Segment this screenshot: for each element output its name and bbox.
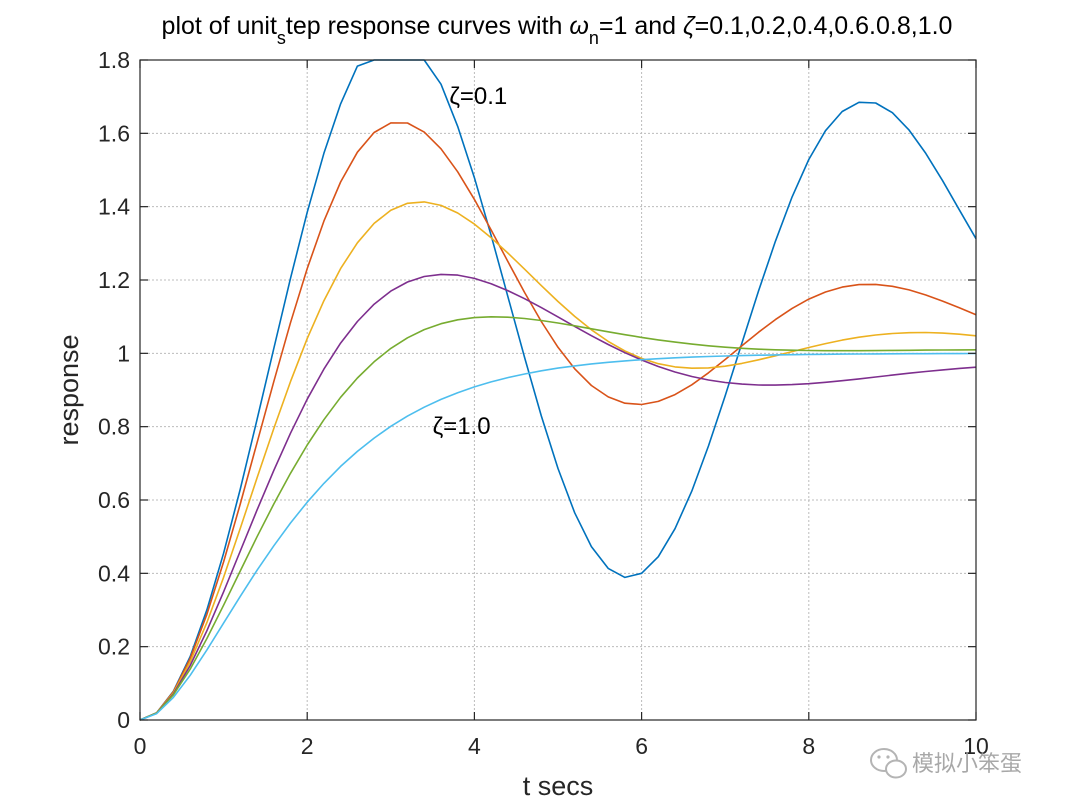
y-tick-label: 0.6 [98, 487, 130, 513]
y-tick-label: 1.4 [98, 194, 130, 220]
y-tick-label: 1 [117, 340, 130, 366]
title-part-8: =0.1,0.2,0.4,0.6.0.8,1.0 [695, 12, 953, 40]
title-part-1: plot of unit [162, 12, 277, 40]
series-line-6 [139, 352, 977, 721]
grid-layer [140, 60, 976, 720]
annotation-1: ζ=0.1 [449, 83, 507, 110]
title-part-6: =1 and [599, 12, 683, 40]
x-tick-label: 10 [963, 733, 989, 759]
y-tick-label: 0.4 [98, 560, 130, 586]
annotation-layer: ζ=0.1 ζ=1.0 [433, 83, 508, 440]
series-line-1 [139, 59, 977, 721]
title-subscript-s: s [277, 28, 286, 48]
watermark: 模拟小笨蛋 [870, 748, 1022, 779]
watermark-label: 模拟小笨蛋 [912, 752, 1022, 777]
x-tick-label: 6 [635, 733, 648, 759]
chart-title: plot of unitstep response curves with ωn… [162, 12, 953, 48]
title-part-3: tep response curves with [286, 12, 569, 40]
series-line-3 [139, 201, 977, 721]
annotation-2: ζ=1.0 [433, 413, 491, 440]
title-omega: ω [569, 12, 588, 40]
axes-frame [139, 59, 977, 721]
y-tick-label: 1.6 [98, 120, 130, 146]
x-tick-label: 0 [134, 733, 147, 759]
y-axis-label: response [54, 334, 84, 445]
y-tick-label: 0.8 [98, 414, 130, 440]
y-tick-label: 0 [117, 707, 130, 733]
series-line-4 [139, 273, 977, 721]
x-tick-label: 4 [468, 733, 481, 759]
x-tick-label: 2 [301, 733, 314, 759]
wechat-icon [870, 748, 907, 779]
series-layer [139, 59, 977, 721]
series-line-2 [139, 122, 977, 721]
x-tick-label: 8 [802, 733, 815, 759]
x-axis-label: t secs [523, 771, 594, 801]
series-line-5 [139, 315, 977, 721]
y-tick-label: 0.2 [98, 634, 130, 660]
title-subscript-n: n [589, 28, 599, 48]
y-tick-label: 1.2 [98, 267, 130, 293]
y-tick-label: 1.8 [98, 47, 130, 73]
title-zeta: ζ [683, 12, 696, 40]
tick-layer: 0 2 4 6 8 10 0 0.2 0.4 0.6 0.8 1 1.2 1.4 1.6 1.8 [98, 47, 989, 759]
